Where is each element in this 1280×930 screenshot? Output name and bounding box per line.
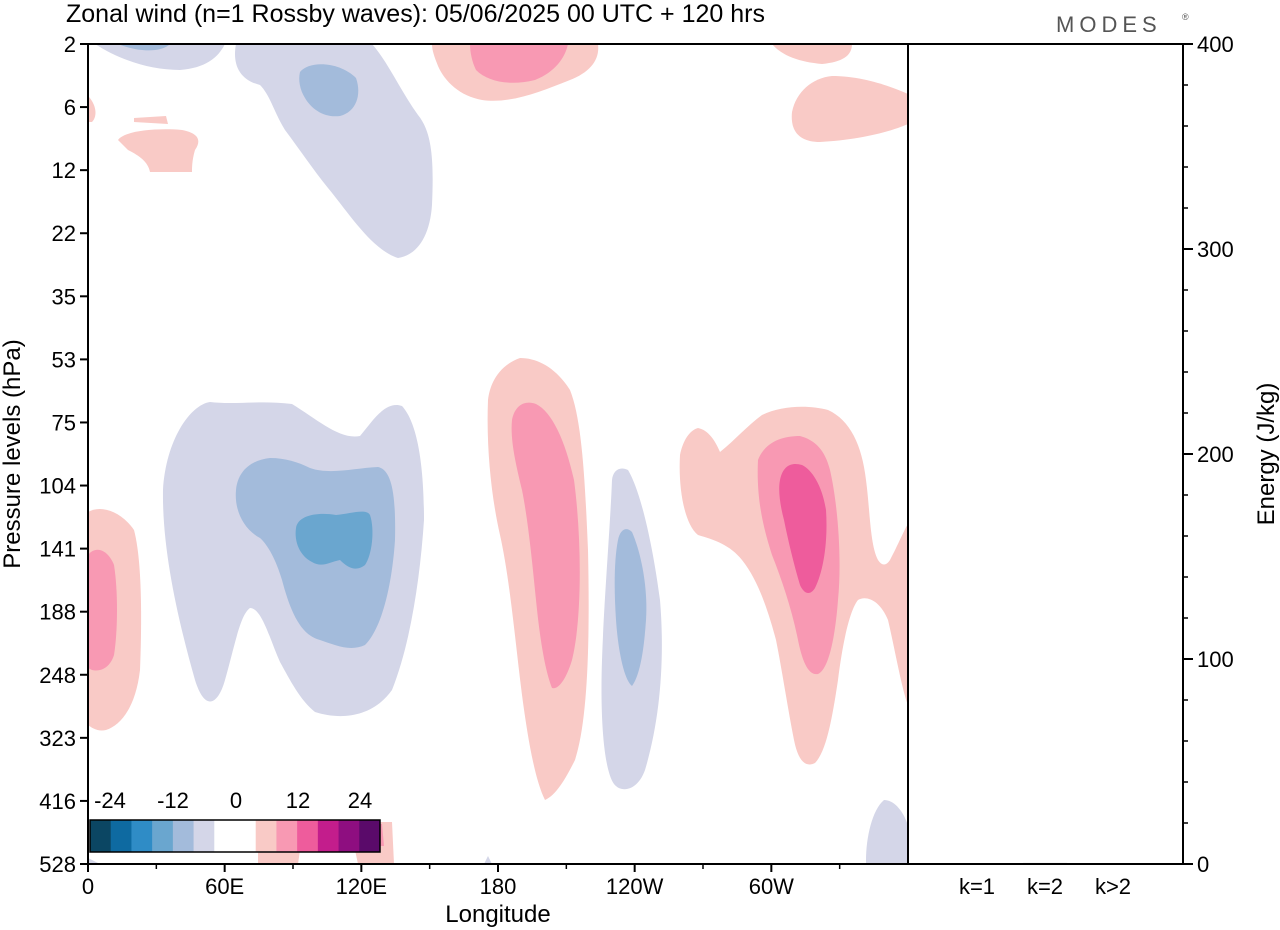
y-tick-label: 12 — [52, 158, 76, 183]
chart-title: Zonal wind (n=1 Rossby waves): 05/06/202… — [66, 0, 765, 28]
colorbar-swatch — [359, 820, 381, 852]
contour-positive-weak — [134, 116, 168, 124]
colorbar-swatch — [172, 820, 195, 852]
y2-tick-label: 300 — [1197, 237, 1234, 262]
colorbar-label: 0 — [230, 788, 242, 813]
energy-panel-frame — [908, 43, 1184, 865]
contour-positive-weak — [88, 96, 96, 122]
colorbar-swatch — [214, 820, 236, 852]
contour-positive-weak — [772, 44, 852, 64]
y-tick-label: 141 — [39, 537, 76, 562]
x-tick-label: 0 — [82, 874, 94, 899]
y-tick-label: 2 — [64, 32, 76, 57]
contour-positive-moderate — [88, 549, 117, 671]
y-tick-label: 35 — [52, 284, 76, 309]
colorbar-swatch — [131, 820, 153, 852]
y-tick-label: 416 — [39, 789, 76, 814]
x-tick-label: 120E — [336, 874, 387, 899]
x-tick-label: 180 — [480, 874, 517, 899]
y-tick-label: 104 — [39, 474, 76, 499]
colorbar-labels: -24 -12 0 12 24 — [94, 788, 372, 813]
colorbar-swatch — [193, 820, 215, 852]
y-tick-label: 248 — [39, 663, 76, 688]
contour-negative-weak — [88, 858, 100, 864]
colorbar-swatch — [110, 820, 132, 852]
colorbar-swatch — [235, 820, 257, 852]
y-tick-label: 188 — [39, 600, 76, 625]
colorbar-swatch — [297, 820, 319, 852]
colorbar-label: 12 — [286, 788, 310, 813]
colorbar-swatch — [338, 820, 360, 852]
colorbar-border — [89, 819, 381, 853]
y-tick-label: 528 — [39, 852, 76, 877]
y-tick-label: 323 — [39, 726, 76, 751]
contour-negative-moderate — [614, 529, 647, 686]
y-tick-label: 75 — [52, 410, 76, 435]
y-tick-label: 6 — [64, 95, 76, 120]
contour-negative-weak — [95, 44, 225, 70]
colorbar-swatch — [152, 820, 174, 852]
colorbar-label: 24 — [348, 788, 372, 813]
x-tick-label: 60E — [205, 874, 244, 899]
x-tick-label: 60W — [749, 874, 794, 899]
modes-logo: MODES — [1056, 12, 1162, 37]
colorbar-swatch — [276, 820, 298, 852]
y2-tick-label: 200 — [1197, 442, 1234, 467]
x-axis-label: Longitude — [445, 901, 550, 928]
contour-positive-weak — [791, 76, 908, 142]
contour-positive-strong — [779, 463, 827, 594]
energy-bar-label: k=1 — [959, 874, 995, 899]
contour-negative-weak — [235, 44, 433, 258]
colorbar — [89, 819, 381, 853]
contour-positive-moderate — [511, 402, 580, 689]
contour-field — [88, 44, 908, 864]
energy-bar-label: k>2 — [1095, 874, 1131, 899]
contour-negative-strong — [295, 511, 373, 569]
contour-positive-weak — [118, 129, 199, 172]
contour-negative-weak — [484, 856, 492, 864]
colorbar-label: -24 — [94, 788, 126, 813]
energy-bar — [955, 863, 999, 865]
y-axis-label: Pressure levels (hPa) — [0, 339, 26, 568]
y2-tick-label: 0 — [1197, 852, 1209, 877]
energy-bar — [1091, 863, 1135, 865]
contour-negative-moderate — [299, 64, 359, 117]
x-tick-label: 120W — [606, 874, 664, 899]
y2-tick-label: 400 — [1197, 32, 1234, 57]
energy-bars: k=1 k=2 k>2 — [955, 862, 1135, 899]
colorbar-label: -12 — [157, 788, 189, 813]
y2-axis-label: Energy (J/kg) — [1253, 383, 1280, 526]
contour-negative-weak — [866, 800, 908, 864]
y-tick-label: 53 — [52, 347, 76, 372]
colorbar-swatch — [90, 820, 112, 852]
energy-bar-label: k=2 — [1027, 874, 1063, 899]
y2-tick-label: 100 — [1197, 647, 1234, 672]
contour-positive-moderate — [470, 44, 568, 83]
colorbar-swatch — [317, 820, 340, 852]
y-tick-label: 22 — [52, 221, 76, 246]
axes: 0 60E 120E 180 120W 60W 2 6 12 22 35 53 75 104 141 188 2… — [39, 32, 1233, 899]
colorbar-swatch — [255, 820, 277, 852]
energy-bar — [1023, 862, 1067, 864]
logo-registered-mark: ® — [1182, 12, 1189, 22]
contour-negative-moderate — [118, 44, 170, 51]
